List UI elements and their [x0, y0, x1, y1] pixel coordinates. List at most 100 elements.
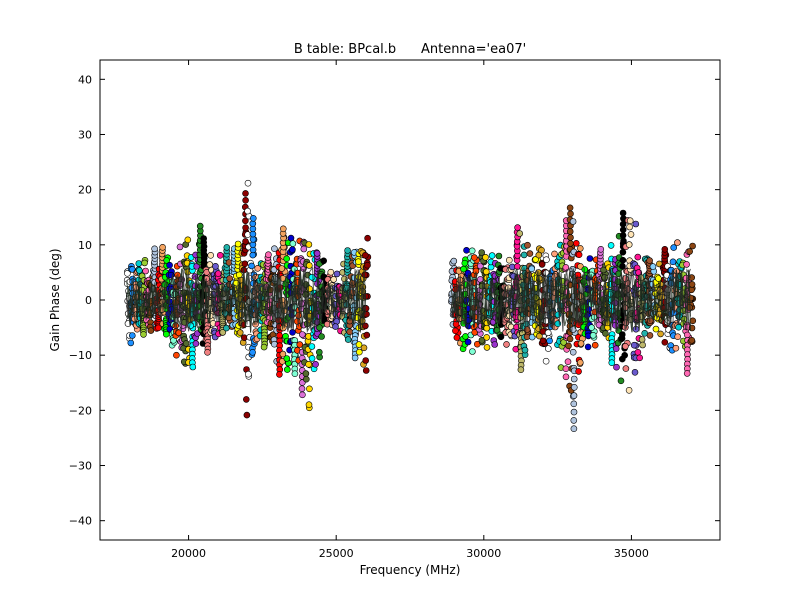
x-tick-label: 35000	[614, 547, 649, 560]
data-point	[570, 375, 578, 383]
y-tick-label: 0	[85, 294, 92, 307]
data-point	[260, 343, 268, 351]
data-point	[243, 396, 250, 403]
y-tick-label: −30	[69, 460, 92, 473]
data-point	[289, 246, 296, 253]
data-point	[503, 341, 510, 348]
data-point	[140, 331, 147, 338]
data-point	[517, 366, 525, 374]
data-point	[312, 360, 319, 368]
data-point	[189, 363, 197, 371]
data-point	[243, 411, 251, 419]
data-point	[535, 251, 543, 259]
data-point	[453, 334, 461, 341]
data-point	[619, 248, 627, 256]
y-tick-label: −10	[69, 349, 92, 362]
data-point	[542, 357, 550, 365]
data-point	[674, 333, 682, 341]
data-point	[464, 338, 472, 346]
y-tick-label: 20	[78, 184, 92, 197]
data-point	[622, 365, 630, 372]
data-point	[167, 271, 175, 279]
data-point	[355, 258, 362, 266]
x-tick-label: 25000	[319, 547, 354, 560]
data-point	[478, 336, 486, 344]
series-line	[450, 267, 691, 333]
data-point	[570, 425, 578, 433]
data-point	[625, 241, 633, 248]
data-point	[242, 224, 249, 231]
x-axis-ticks: 20000 25000 30000 35000	[171, 60, 649, 560]
data-point	[661, 246, 669, 253]
data-point	[204, 348, 211, 356]
data-point	[612, 345, 620, 353]
data-point	[305, 241, 313, 248]
data-point	[462, 333, 469, 340]
data-point	[236, 329, 244, 336]
data-points	[123, 179, 697, 433]
data-point	[524, 241, 531, 249]
data-point	[570, 383, 578, 391]
data-point	[655, 275, 662, 282]
data-point	[463, 247, 470, 254]
data-point	[538, 261, 546, 268]
data-point	[364, 261, 371, 269]
data-point	[683, 261, 690, 268]
data-point	[206, 261, 214, 268]
data-point	[176, 243, 184, 251]
data-point	[298, 331, 306, 338]
data-point	[313, 250, 321, 257]
data-point	[562, 373, 570, 381]
data-point	[332, 323, 339, 330]
data-point	[495, 252, 503, 260]
data-point	[619, 220, 627, 228]
data-point	[483, 324, 491, 332]
data-point	[649, 263, 657, 270]
data-point	[588, 324, 595, 331]
data-point	[278, 265, 286, 272]
data-point	[287, 234, 295, 242]
data-point	[482, 253, 489, 261]
data-point	[245, 370, 252, 378]
data-point	[283, 355, 291, 362]
data-point	[135, 260, 143, 267]
data-point	[351, 354, 359, 362]
data-point	[127, 339, 135, 347]
data-point	[562, 264, 570, 271]
data-point	[622, 342, 629, 350]
data-point	[646, 257, 653, 264]
data-point	[254, 264, 262, 272]
y-tick-label: −20	[69, 404, 92, 417]
data-point	[544, 345, 552, 352]
data-point	[242, 238, 249, 245]
data-point	[619, 209, 627, 217]
data-point	[683, 331, 691, 339]
data-point	[661, 338, 669, 346]
data-point	[346, 328, 354, 336]
data-point	[483, 334, 491, 341]
data-point	[302, 370, 310, 377]
data-point	[318, 333, 325, 340]
data-point	[470, 254, 478, 261]
y-tick-label: 10	[78, 239, 92, 252]
data-point	[298, 385, 306, 393]
series-line	[126, 266, 367, 333]
data-point	[570, 400, 578, 408]
data-point	[283, 366, 291, 373]
data-point	[219, 328, 227, 336]
data-point	[235, 271, 243, 279]
data-point	[461, 259, 469, 267]
data-point	[619, 262, 626, 270]
data-point	[619, 256, 627, 264]
plot-area	[123, 179, 697, 433]
data-point	[669, 258, 677, 266]
data-point	[291, 370, 299, 378]
data-point	[464, 269, 472, 277]
data-point	[207, 252, 214, 259]
data-point	[619, 226, 627, 234]
data-point	[586, 255, 594, 262]
data-point	[636, 354, 644, 362]
data-point	[566, 204, 574, 212]
y-tick-label: −40	[69, 515, 92, 528]
data-point	[242, 217, 249, 225]
